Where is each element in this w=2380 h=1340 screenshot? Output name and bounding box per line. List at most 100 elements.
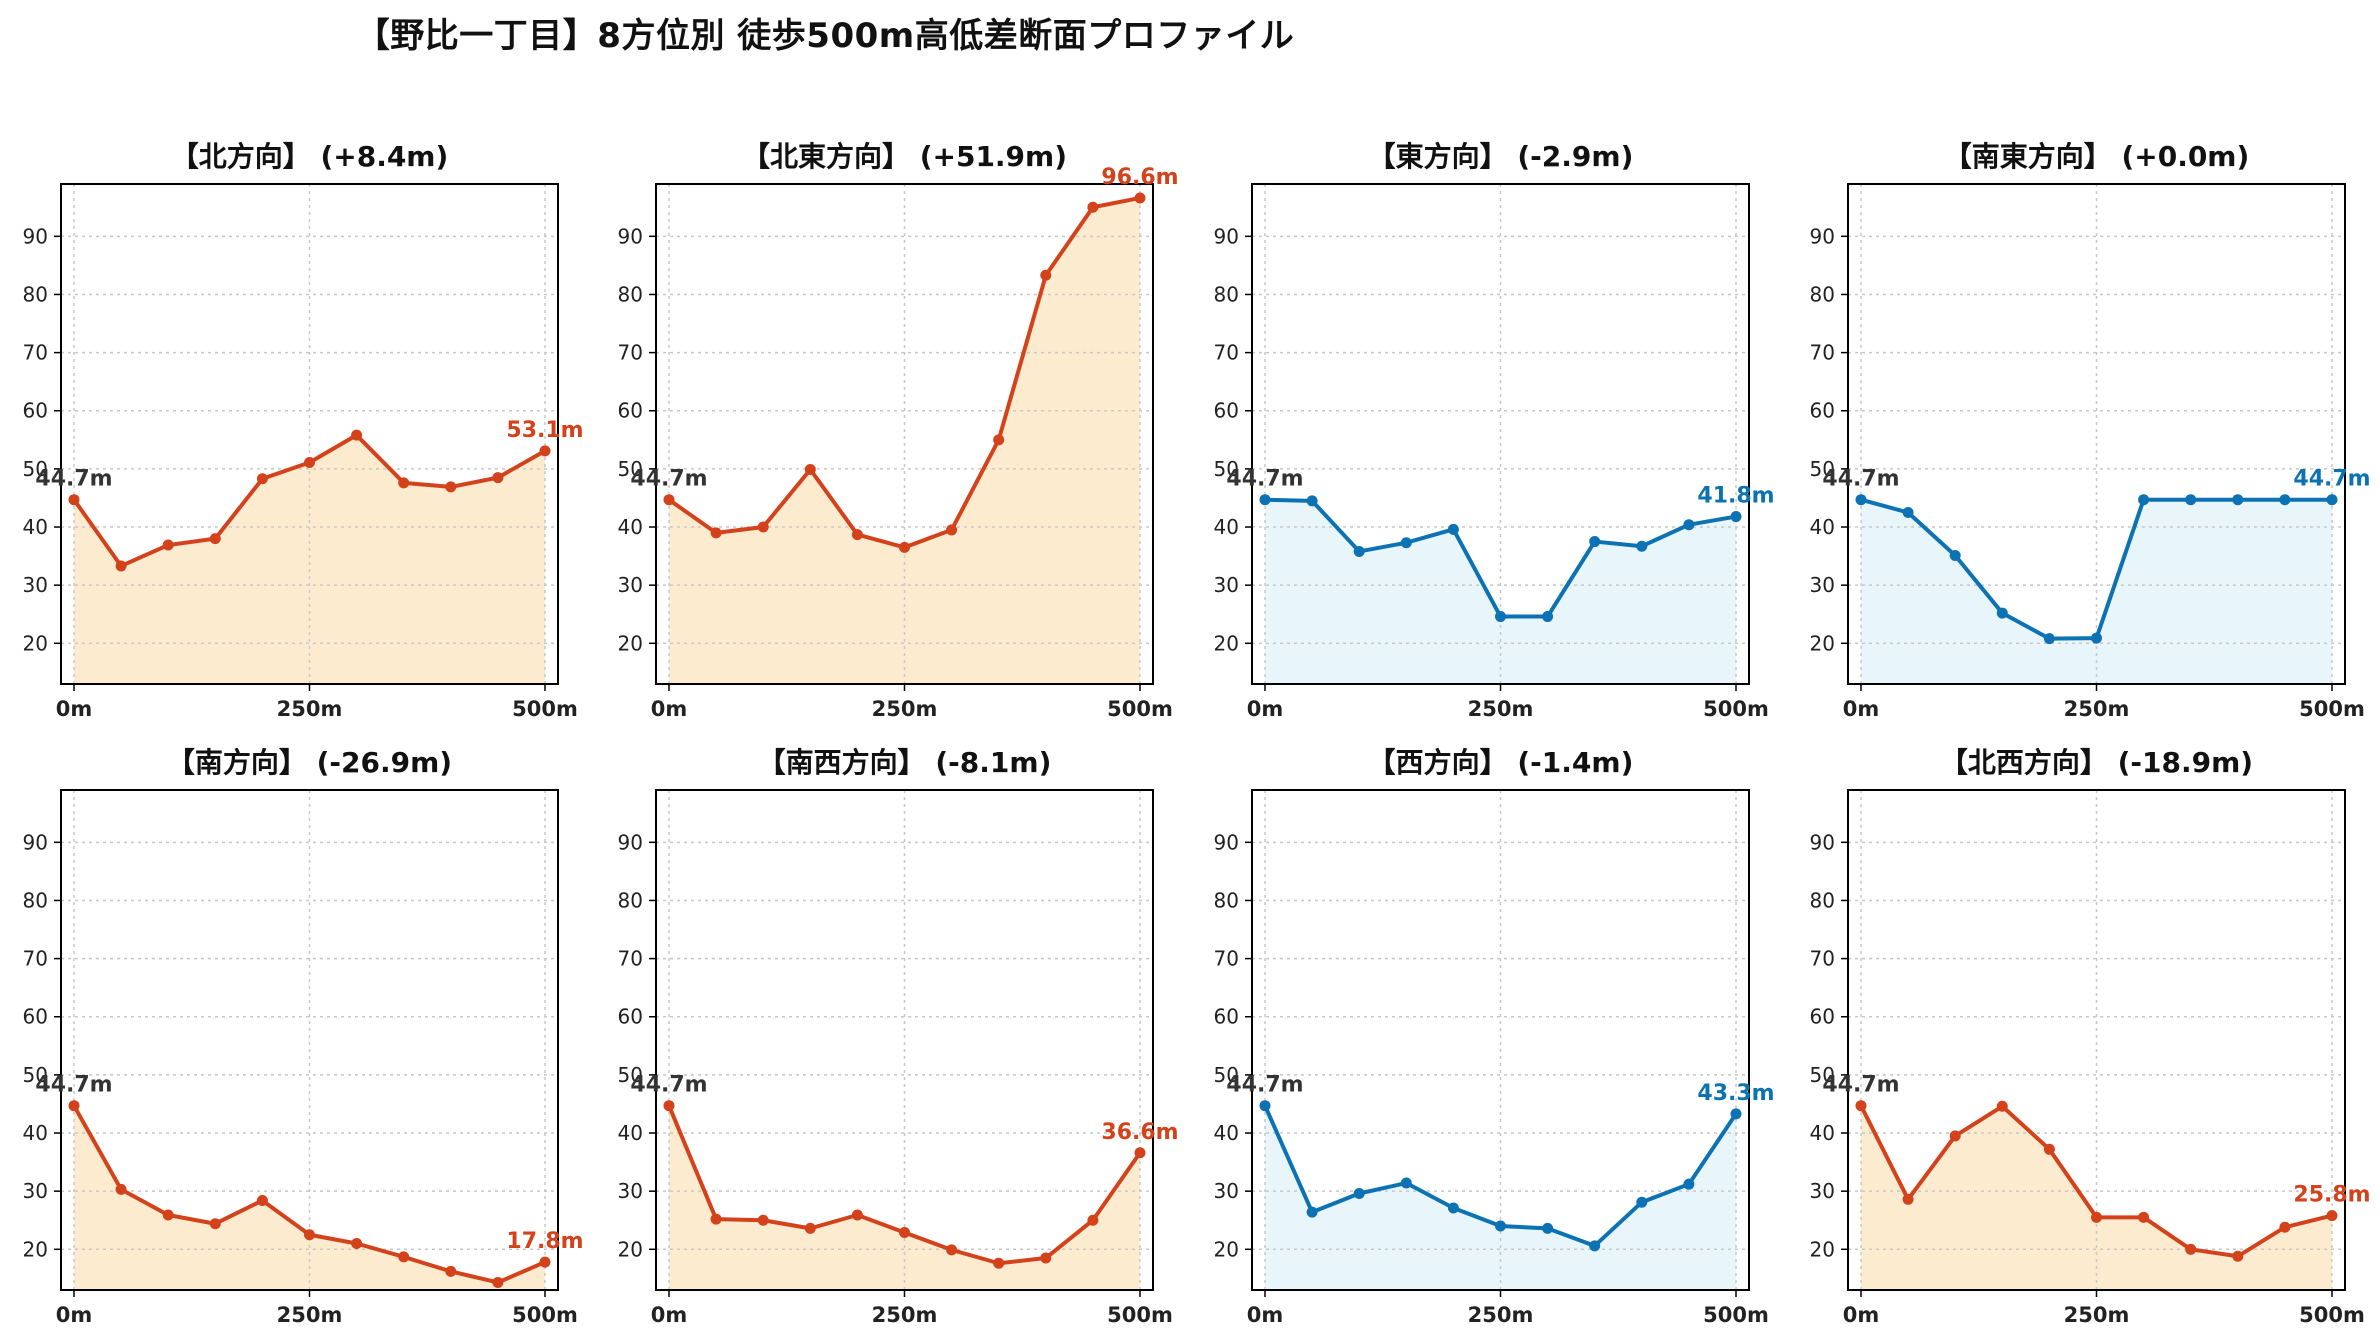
data-point	[539, 1256, 551, 1268]
y-tick-label: 90	[618, 224, 643, 248]
x-tick-label: 500m	[2299, 697, 2365, 721]
data-point	[1855, 1100, 1867, 1112]
end-value-label: 25.8m	[2293, 1183, 2370, 1208]
y-tick-label: 60	[23, 1005, 48, 1029]
start-value-label: 44.7m	[630, 467, 707, 492]
area-fill	[1861, 499, 2332, 684]
y-tick-label: 60	[23, 399, 48, 423]
y-tick-label: 90	[1214, 224, 1239, 248]
data-point	[2185, 1243, 2197, 1255]
data-point	[115, 560, 127, 572]
data-point	[1855, 494, 1867, 506]
data-point	[757, 521, 769, 533]
y-tick-label: 80	[1214, 282, 1239, 306]
y-tick-label: 60	[1810, 1005, 1835, 1029]
data-point	[1542, 611, 1554, 623]
data-point	[2326, 1210, 2338, 1222]
data-point	[710, 1213, 722, 1225]
y-tick-label: 60	[1810, 399, 1835, 423]
y-tick-label: 30	[23, 573, 48, 597]
x-tick-label: 500m	[1107, 1303, 1173, 1327]
data-point	[757, 1214, 769, 1226]
y-tick-label: 30	[1810, 1179, 1835, 1203]
data-point	[1730, 1108, 1742, 1120]
end-value-label: 17.8m	[506, 1229, 583, 1254]
data-point	[1996, 1100, 2008, 1112]
subplot-8: 20 30 40 50 60 70 80 90 0m 250m 500m 44.7m 25.8m 【北西方…	[1810, 746, 2371, 1327]
y-tick-label: 70	[23, 947, 48, 971]
x-tick-label: 0m	[56, 1303, 93, 1327]
data-point	[1447, 523, 1459, 535]
y-tick-label: 40	[23, 515, 48, 539]
y-tick-label: 60	[1214, 1005, 1239, 1029]
data-point	[1730, 511, 1742, 523]
y-tick-label: 20	[23, 631, 48, 655]
data-point	[2279, 494, 2291, 506]
data-point	[993, 1257, 1005, 1269]
area-fill	[74, 435, 545, 684]
data-point	[1949, 1130, 1961, 1142]
data-point	[1683, 519, 1695, 531]
end-value-label: 43.3m	[1697, 1081, 1774, 1106]
data-point	[663, 494, 675, 506]
data-point	[1636, 540, 1648, 552]
data-point	[1589, 536, 1601, 548]
data-point	[1134, 1147, 1146, 1159]
data-point	[2185, 494, 2197, 506]
y-tick-label: 50	[618, 1063, 643, 1087]
data-point	[398, 477, 410, 489]
data-point	[804, 463, 816, 475]
data-point	[304, 1229, 315, 1241]
data-point	[1447, 1202, 1459, 1214]
subplot-title: 【南方向】 (-26.9m)	[167, 746, 452, 779]
subplot-2: 20 30 40 50 60 70 80 90 0m 250m 500m 44.7m 96.6m 【北東方…	[618, 140, 1179, 721]
data-point	[2043, 633, 2055, 645]
start-value-label: 44.7m	[1226, 467, 1303, 492]
data-point	[209, 1218, 221, 1230]
y-tick-label: 20	[618, 1237, 643, 1261]
data-point	[1400, 537, 1412, 549]
data-point	[162, 1209, 174, 1221]
x-tick-label: 250m	[277, 697, 343, 721]
data-point	[162, 539, 174, 551]
y-tick-label: 50	[1810, 1063, 1835, 1087]
axes-frame	[655, 789, 1154, 1291]
data-point	[2138, 1211, 2150, 1223]
y-tick-label: 20	[1214, 631, 1239, 655]
data-point	[256, 1194, 268, 1206]
y-tick-label: 70	[1214, 341, 1239, 365]
x-tick-label: 250m	[1468, 697, 1534, 721]
x-tick-label: 0m	[651, 697, 688, 721]
subplot-title: 【南東方向】 (+0.0m)	[1944, 140, 2250, 173]
data-point	[539, 445, 551, 457]
data-point	[1087, 201, 1099, 213]
y-tick-label: 20	[618, 631, 643, 655]
data-point	[946, 524, 958, 536]
y-tick-label: 80	[1810, 888, 1835, 912]
data-point	[1040, 1252, 1052, 1264]
y-tick-label: 20	[23, 1237, 48, 1261]
data-point	[899, 541, 910, 553]
data-point	[304, 456, 315, 468]
data-point	[1495, 611, 1506, 623]
y-tick-label: 40	[618, 1121, 643, 1145]
start-value-label: 44.7m	[1226, 1073, 1303, 1098]
subplot-6: 20 30 40 50 60 70 80 90 0m 250m 500m 44.7m 36.6m 【南西方…	[618, 746, 1179, 1327]
y-tick-label: 60	[618, 1005, 643, 1029]
y-tick-label: 40	[1214, 1121, 1239, 1145]
data-point	[256, 473, 268, 485]
end-value-label: 41.8m	[1697, 484, 1774, 509]
data-point	[492, 472, 504, 484]
x-tick-label: 0m	[651, 1303, 688, 1327]
data-point	[1259, 494, 1271, 506]
y-tick-label: 80	[23, 888, 48, 912]
start-value-label: 44.7m	[1822, 467, 1899, 492]
area-fill	[669, 197, 1140, 684]
data-point	[2232, 1250, 2244, 1262]
data-point	[993, 434, 1005, 446]
y-tick-label: 50	[1810, 457, 1835, 481]
end-value-label: 44.7m	[2293, 467, 2370, 492]
x-tick-label: 0m	[1247, 697, 1284, 721]
y-tick-label: 70	[618, 341, 643, 365]
